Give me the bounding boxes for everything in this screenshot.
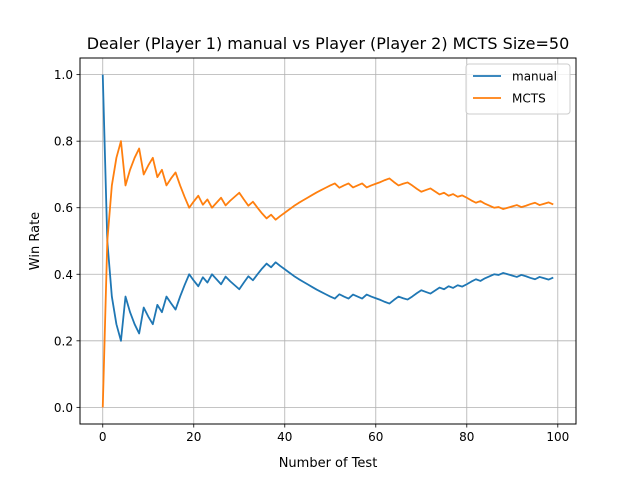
x-tick-label: 0 — [99, 430, 107, 444]
x-axis-label: Number of Test — [279, 456, 378, 471]
y-tick-label: 0.6 — [54, 201, 73, 215]
x-tick-label: 20 — [186, 430, 201, 444]
chart-title: Dealer (Player 1) manual vs Player (Play… — [87, 34, 570, 53]
legend-label-manual: manual — [512, 70, 557, 84]
x-tick-label: 100 — [546, 430, 569, 444]
series-line-manual — [101, 74, 554, 342]
y-tick-label: 0.2 — [54, 334, 73, 348]
y-axis-label: Win Rate — [28, 212, 43, 270]
plot-frame — [79, 57, 577, 425]
series-layer — [101, 74, 554, 408]
series-line-mcts — [101, 140, 554, 408]
y-tick-label: 1.0 — [54, 68, 73, 82]
legend: manual MCTS — [465, 63, 571, 115]
y-tick-label: 0.8 — [54, 135, 73, 149]
y-tick-label: 0.0 — [54, 401, 73, 415]
x-tick-label: 60 — [368, 430, 383, 444]
x-axis: 0 20 40 60 80 100 — [99, 424, 569, 444]
y-tick-label: 0.4 — [54, 268, 73, 282]
x-tick-label: 80 — [459, 430, 474, 444]
legend-label-mcts: MCTS — [512, 92, 546, 106]
x-tick-label: 40 — [277, 430, 292, 444]
y-axis: 0.0 0.2 0.4 0.6 0.8 1.0 — [54, 68, 80, 415]
